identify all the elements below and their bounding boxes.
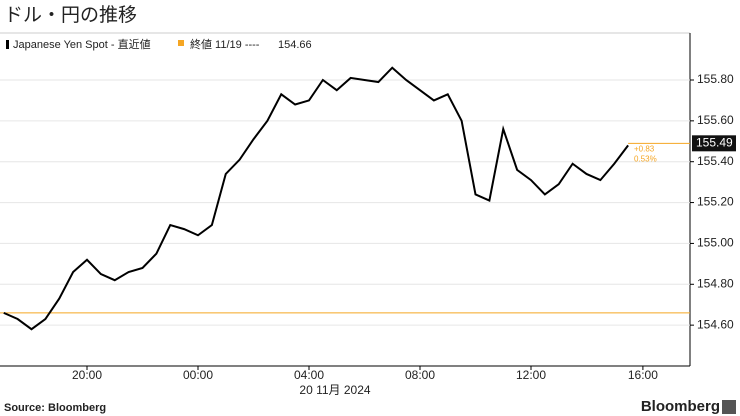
legend-swatch [6, 40, 9, 49]
y-tick-label: 155.80 [697, 72, 734, 86]
change-label: +0.83 [634, 144, 655, 153]
brand-icon [722, 400, 736, 414]
x-tick-label: 04:00 [294, 368, 324, 382]
y-tick-label: 155.60 [697, 113, 734, 127]
legend-entry: Japanese Yen Spot - 直近値 [13, 37, 151, 51]
legend-entry: 終値 11/19 ---- [190, 37, 260, 51]
price-line [3, 66, 629, 331]
source: Source: Bloomberg [4, 402, 106, 414]
y-tick-label: 155.20 [697, 195, 734, 209]
brand: Bloomberg [641, 398, 720, 415]
x-tick-label: 00:00 [183, 368, 213, 382]
x-tick-label: 20:00 [72, 368, 102, 382]
last-price-label: 155.49 [696, 135, 733, 149]
change-pct-label: 0.53% [634, 154, 657, 163]
legend-value: 154.66 [278, 39, 312, 51]
legend-swatch [178, 40, 184, 46]
y-tick-label: 154.80 [697, 276, 734, 290]
y-tick-label: 155.40 [697, 154, 734, 168]
x-tick-label: 12:00 [516, 368, 546, 382]
x-axis-label: 20 11月 2024 [299, 383, 370, 397]
y-tick-label: 154.60 [697, 317, 734, 331]
x-tick-label: 08:00 [405, 368, 435, 382]
x-tick-label: 16:00 [628, 368, 658, 382]
y-tick-label: 155.00 [697, 236, 734, 250]
last-price-box [692, 135, 736, 152]
chart-title: ドル・円の推移 [4, 4, 137, 26]
